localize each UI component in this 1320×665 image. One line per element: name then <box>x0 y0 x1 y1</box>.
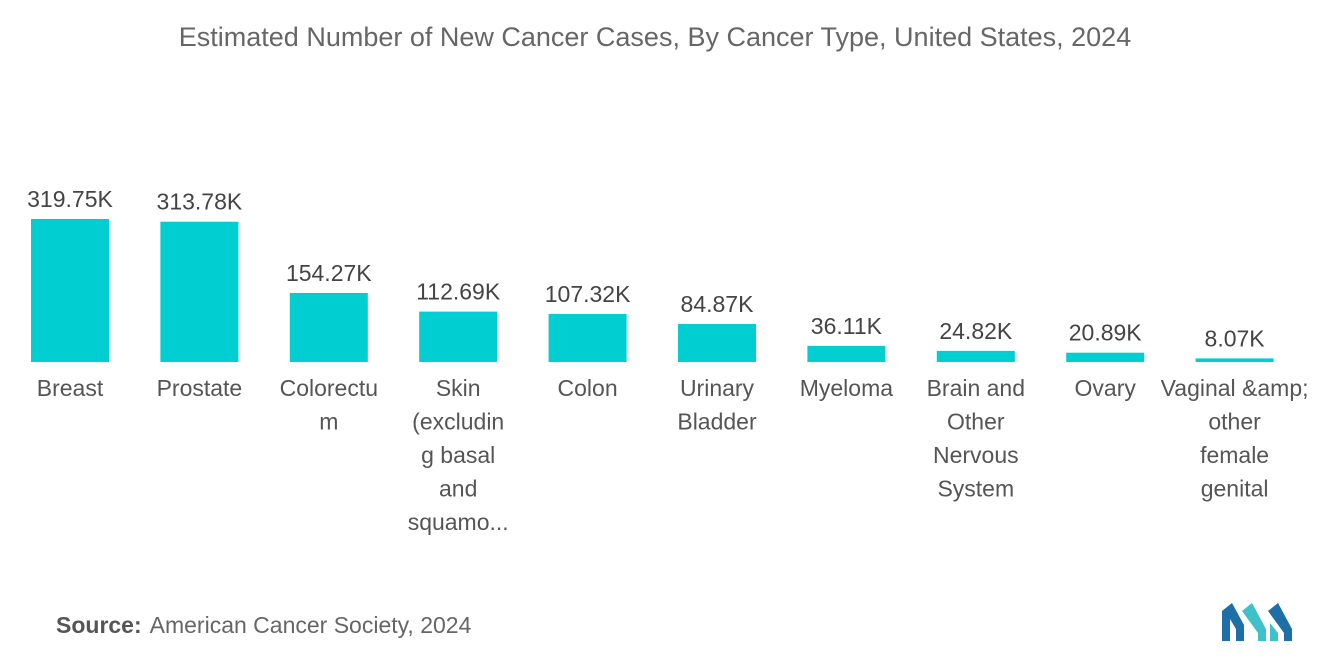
value-label-3: 112.69K <box>416 279 501 305</box>
value-label-9: 8.07K <box>1205 325 1266 351</box>
mordor-intelligence-logo-icon <box>1222 603 1292 641</box>
category-label-9: Vaginal &amp; other female genital <box>1161 375 1309 502</box>
value-label-6: 36.11K <box>811 313 883 339</box>
bar-4[interactable] <box>548 314 627 362</box>
category-label-8: Ovary <box>1075 375 1137 401</box>
category-label-3: Skin (excludin g basal and squamo... <box>408 375 509 535</box>
bar-3[interactable] <box>419 311 498 362</box>
value-label-1: 313.78K <box>157 189 243 215</box>
bar-8[interactable] <box>1066 352 1145 362</box>
bar-0[interactable] <box>31 219 109 362</box>
bar-5[interactable] <box>678 324 756 362</box>
source-text: American Cancer Society, 2024 <box>149 612 472 638</box>
category-label-7: Brain and Other Nervous System <box>927 375 1025 502</box>
source-label: Source: <box>56 612 142 638</box>
bar-9[interactable] <box>1195 358 1274 362</box>
value-label-2: 154.27K <box>286 260 372 286</box>
bar-6[interactable] <box>807 345 886 362</box>
category-label-0: Breast <box>37 375 104 401</box>
value-label-0: 319.75K <box>27 186 113 212</box>
category-label-6: Myeloma <box>800 375 894 401</box>
bar-2[interactable] <box>289 293 368 362</box>
bar-1[interactable] <box>160 221 239 362</box>
value-label-7: 24.82K <box>939 318 1013 344</box>
category-label-1: Prostate <box>157 375 243 401</box>
chart-title: Estimated Number of New Cancer Cases, By… <box>178 22 1132 52</box>
value-label-5: 84.87K <box>681 291 755 317</box>
category-label-4: Colon <box>558 375 618 401</box>
value-label-8: 20.89K <box>1069 320 1143 346</box>
bar-7[interactable] <box>936 350 1015 362</box>
source-note: Source: American Cancer Society, 2024 <box>56 612 471 639</box>
category-label-2: Colorectu m <box>280 375 378 435</box>
value-label-4: 107.32K <box>545 281 631 307</box>
category-label-5: Urinary Bladder <box>677 375 757 435</box>
